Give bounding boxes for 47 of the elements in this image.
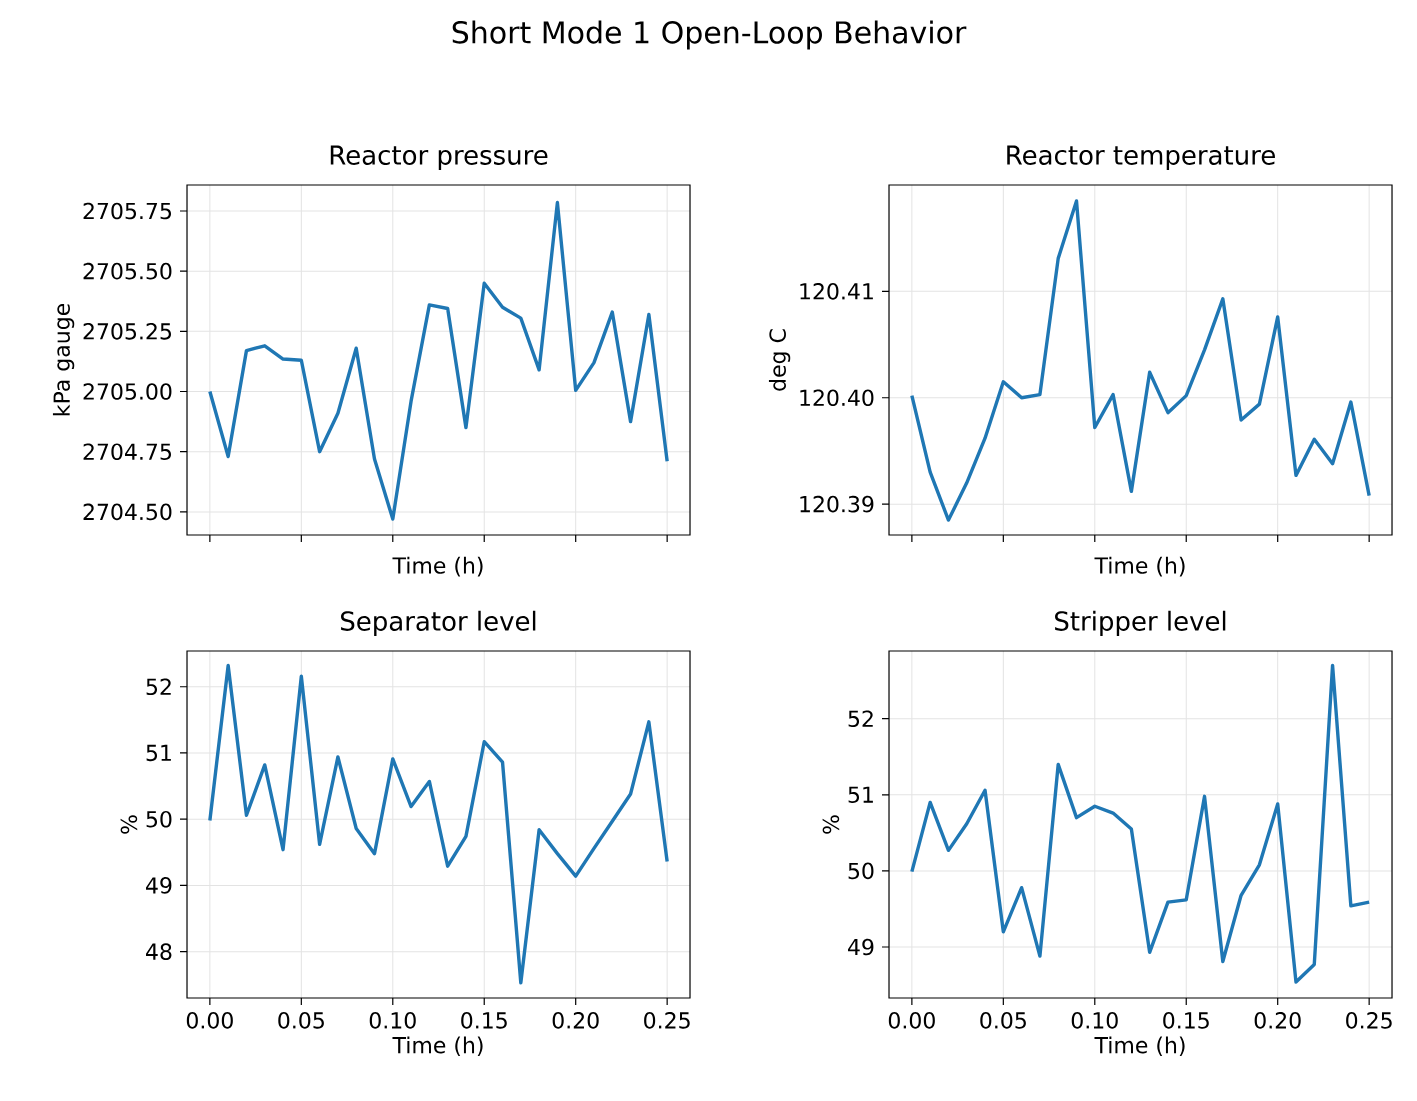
x-axis-title: Time (h) bbox=[392, 556, 483, 577]
x-tick-label: 0.00 bbox=[888, 1012, 935, 1029]
y-tick-label: 49 bbox=[848, 938, 874, 956]
x-tick-label: 0.25 bbox=[644, 1012, 690, 1029]
y-tick-label: 51 bbox=[146, 744, 171, 762]
line-series bbox=[208, 200, 669, 521]
x-axis-title: Time (h) bbox=[1094, 1036, 1185, 1057]
y-tick-label: 49 bbox=[146, 877, 172, 894]
y-tick-label: 120.39 bbox=[800, 495, 874, 513]
y-tick-label: 120.41 bbox=[800, 283, 873, 300]
chart-title: Reactor temperature bbox=[1007, 145, 1275, 170]
chart-title: Separator level bbox=[341, 610, 536, 636]
y-tick-label: 2705.25 bbox=[83, 323, 171, 340]
y-tick-label: 51 bbox=[848, 786, 873, 803]
line-series bbox=[910, 199, 1371, 522]
x-tick-label: 0.05 bbox=[980, 1012, 1026, 1029]
line-series bbox=[208, 663, 669, 985]
y-axis-title: deg C bbox=[768, 329, 791, 391]
y-tick-label: 48 bbox=[146, 943, 172, 960]
y-axis-title: % bbox=[822, 815, 840, 834]
x-tick-label: 0.10 bbox=[1071, 1012, 1118, 1029]
x-tick-label: 0.05 bbox=[278, 1012, 324, 1029]
y-tick-label: 2705.00 bbox=[83, 383, 172, 400]
y-tick-label: 52 bbox=[146, 678, 171, 696]
x-tick-label: 0.25 bbox=[1346, 1012, 1392, 1029]
y-axis-title: kPa gauge bbox=[52, 303, 75, 416]
y-tick-label: 2704.75 bbox=[83, 443, 171, 461]
x-tick-label: 0.15 bbox=[1163, 1012, 1209, 1029]
x-tick-label: 0.20 bbox=[552, 1012, 599, 1029]
x-tick-label: 0.10 bbox=[369, 1012, 416, 1029]
y-tick-label: 2705.50 bbox=[83, 262, 172, 280]
x-axis-title: Time (h) bbox=[392, 1036, 483, 1057]
y-tick-label: 120.40 bbox=[800, 389, 874, 407]
y-axis-title: % bbox=[120, 815, 138, 834]
x-tick-label: 0.00 bbox=[186, 1012, 233, 1029]
y-tick-label: 2704.50 bbox=[83, 503, 172, 521]
chart-title: Stripper level bbox=[1055, 610, 1226, 636]
y-tick-label: 2705.75 bbox=[83, 202, 171, 220]
x-tick-label: 0.20 bbox=[1254, 1012, 1301, 1029]
y-tick-label: 52 bbox=[848, 710, 873, 728]
y-tick-label: 50 bbox=[146, 810, 172, 828]
x-tick-label: 0.15 bbox=[461, 1012, 507, 1029]
text: Short Mode 1 Open-Loop Behavior bbox=[452, 20, 967, 50]
y-tick-label: 50 bbox=[848, 862, 874, 880]
x-axis-title: Time (h) bbox=[1094, 556, 1185, 577]
chart-title: Reactor pressure bbox=[330, 145, 548, 170]
line-series bbox=[910, 663, 1371, 984]
